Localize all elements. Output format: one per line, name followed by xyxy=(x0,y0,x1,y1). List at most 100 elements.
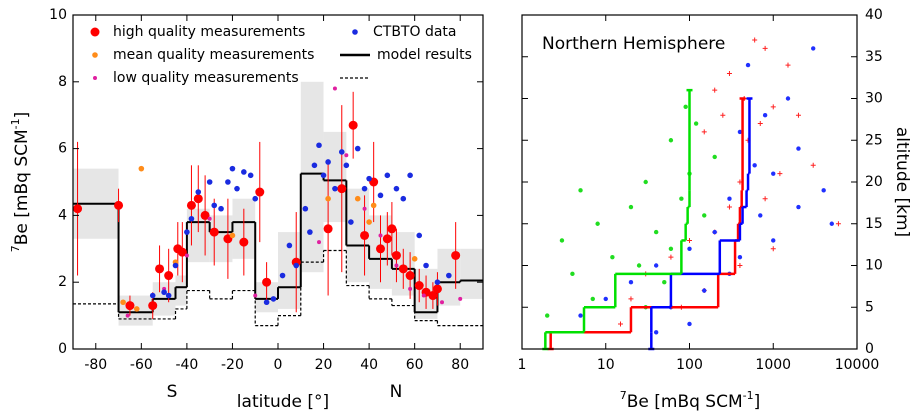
point xyxy=(795,112,801,118)
point xyxy=(394,263,399,268)
point xyxy=(239,237,249,247)
point xyxy=(726,70,732,76)
point xyxy=(720,112,726,118)
legend-label: high quality measurements xyxy=(113,24,305,40)
point xyxy=(643,179,648,185)
point xyxy=(590,296,595,302)
point xyxy=(398,264,408,274)
point xyxy=(317,240,321,245)
point xyxy=(762,45,768,51)
label-part: 7 xyxy=(9,245,22,252)
x-tick-label: 60 xyxy=(406,357,424,373)
point xyxy=(316,142,322,149)
point xyxy=(653,263,659,268)
point xyxy=(279,272,286,279)
point xyxy=(668,138,674,143)
point xyxy=(423,262,429,269)
point xyxy=(354,195,361,202)
model-range xyxy=(278,232,301,309)
point xyxy=(323,224,333,234)
y-tick-label: 2 xyxy=(58,274,67,290)
x-tick-label: 10 xyxy=(597,357,615,373)
point xyxy=(382,234,392,244)
label-part: 7 xyxy=(620,389,627,402)
point xyxy=(252,195,259,202)
plot-area: -80 -60 -40 -20 0 20 40 60 80 0 2 4 6 8 10 xyxy=(49,7,484,373)
point xyxy=(796,204,801,210)
point xyxy=(338,149,345,155)
point xyxy=(810,162,816,168)
point xyxy=(737,254,743,260)
point xyxy=(211,202,218,209)
point xyxy=(434,279,441,286)
point xyxy=(218,205,224,212)
point xyxy=(325,159,331,165)
point xyxy=(752,163,757,168)
legend-marker xyxy=(352,29,358,35)
point xyxy=(679,196,684,201)
point xyxy=(458,296,463,301)
point xyxy=(165,292,172,299)
point xyxy=(225,179,231,185)
point xyxy=(785,62,791,68)
x-tick-label: 40 xyxy=(360,357,378,373)
point xyxy=(337,184,347,194)
point xyxy=(737,263,743,268)
point xyxy=(391,250,401,260)
y-tick-label: 5 xyxy=(865,299,874,315)
data-layer xyxy=(542,37,841,351)
point xyxy=(149,292,156,299)
point xyxy=(702,288,707,293)
point xyxy=(835,221,841,227)
x-tick-label: -80 xyxy=(84,357,107,373)
point xyxy=(200,210,210,220)
model-range xyxy=(300,81,324,273)
point xyxy=(155,264,165,274)
point xyxy=(193,194,203,204)
point xyxy=(446,272,452,279)
x-tick-label: 0 xyxy=(274,357,283,373)
point xyxy=(332,185,338,192)
point xyxy=(758,213,763,218)
point xyxy=(354,145,361,152)
point xyxy=(262,277,272,287)
point xyxy=(332,86,337,91)
annotation: Northern Hemisphere xyxy=(542,34,725,54)
point xyxy=(407,172,413,179)
point xyxy=(186,200,196,210)
point xyxy=(428,291,438,301)
x-tick-label: -60 xyxy=(130,357,153,373)
legend-label: mean quality measurements xyxy=(113,47,314,63)
point xyxy=(727,196,732,201)
point xyxy=(745,62,751,68)
point xyxy=(603,296,608,302)
point xyxy=(712,229,717,235)
point xyxy=(752,37,758,43)
model-range xyxy=(460,248,483,299)
point xyxy=(362,206,367,211)
point xyxy=(161,289,167,296)
point xyxy=(320,172,327,179)
y-tick-label: 0 xyxy=(865,341,874,357)
point xyxy=(702,213,707,218)
legend-label: low quality measurements xyxy=(113,70,299,86)
annotation: S xyxy=(167,382,178,402)
point xyxy=(416,232,423,239)
point xyxy=(777,171,783,177)
point xyxy=(195,189,202,195)
point xyxy=(325,195,331,202)
point xyxy=(559,238,565,243)
point xyxy=(253,293,258,298)
x-tick-label: -20 xyxy=(221,357,244,373)
point xyxy=(726,204,732,210)
point xyxy=(662,280,667,285)
point xyxy=(263,299,270,306)
point xyxy=(570,271,575,277)
axis-label: latitude [°] xyxy=(237,392,329,412)
point xyxy=(343,162,350,169)
point xyxy=(376,244,385,254)
y-tick-label: 0 xyxy=(58,341,67,357)
point xyxy=(125,301,135,311)
